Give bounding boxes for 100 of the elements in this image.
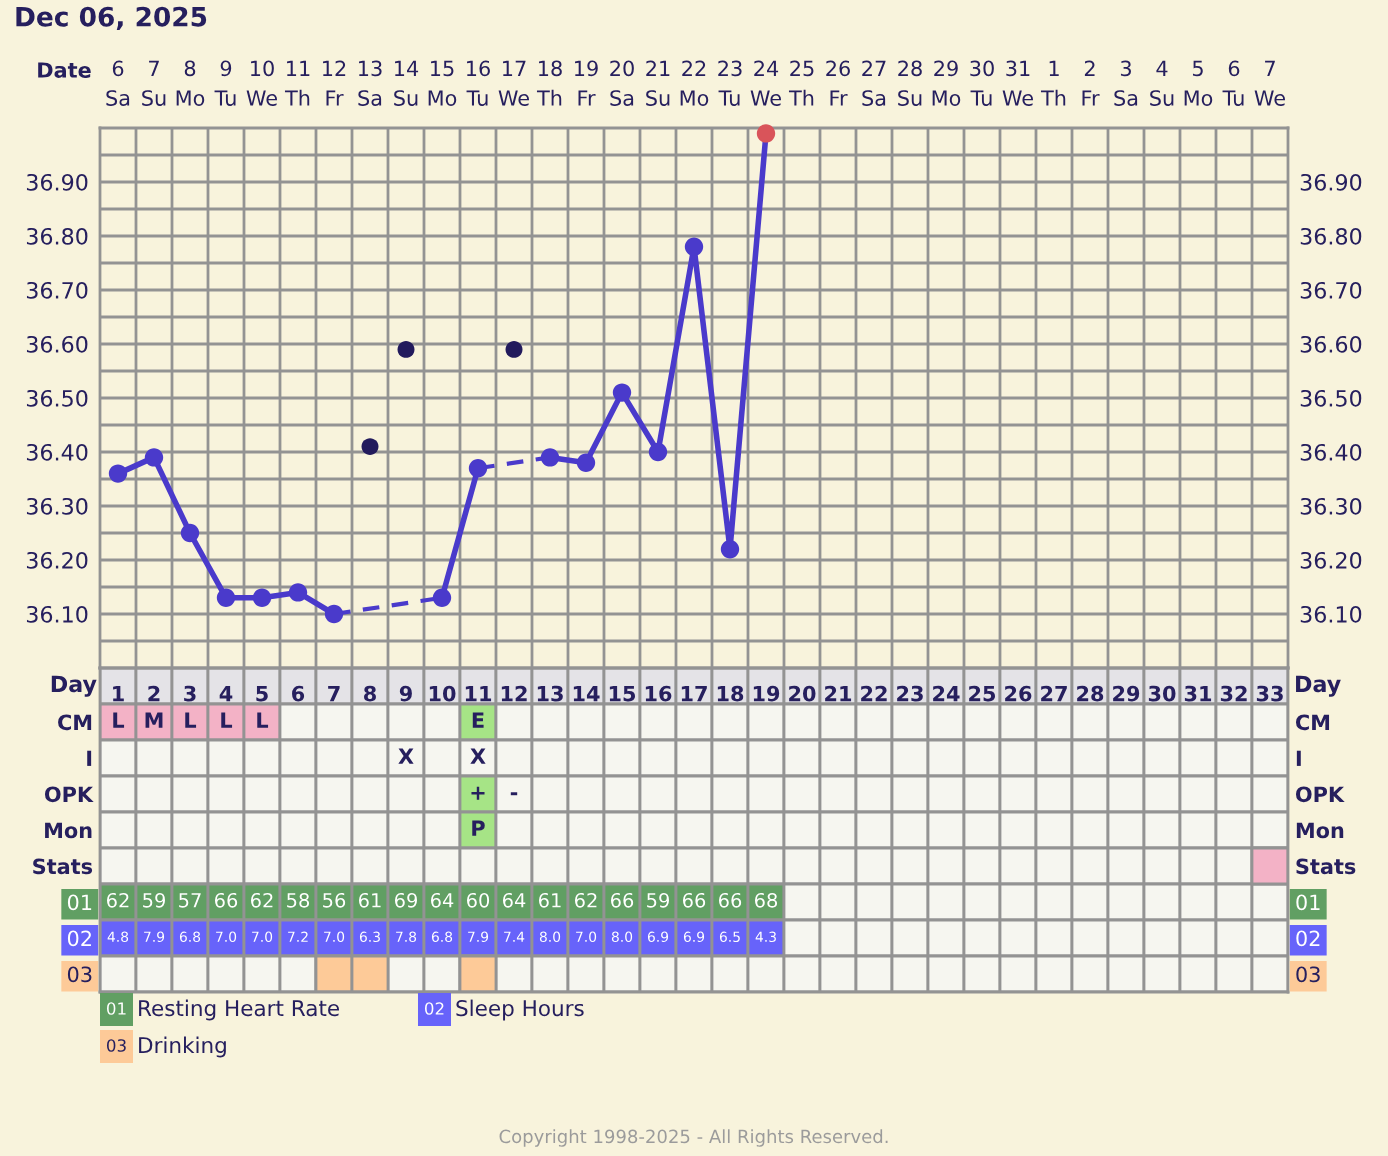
point [180,523,200,543]
y2-tick-label: 36.70 [1300,281,1362,299]
text: 61 [358,892,381,908]
x-tick-label: 6 Tu [1222,60,1244,106]
text: X [470,748,486,764]
x-tick-label: 29 [1113,685,1140,702]
text: 62 [106,892,129,908]
x-tick-label: 21 [825,685,852,702]
x-tick-label: 26 Fr [826,60,850,106]
x-tick-label: 6 [292,685,305,702]
x-tick-label: 7 [328,685,340,702]
y-tick-label: 36.70 [26,281,88,299]
text: 66 [718,892,742,908]
x-tick-label: 15 Mo [428,60,457,106]
x-tick-label: 16 [645,685,672,702]
x-tick-label: 3 [184,685,196,702]
x-tick-label: 19 [753,685,780,702]
text: 6.9 [683,931,705,943]
x-tick-label: 18 Th [536,60,562,106]
point [397,340,415,358]
x-tick-label: 15 [609,685,636,702]
x-tick-label: 7 We [1254,60,1285,106]
text: 7.8 [396,931,417,943]
y-tick-label: I [87,750,92,766]
text: E [472,712,484,728]
text: 66 [610,892,634,908]
text: + [471,786,485,800]
text: 4.8 [107,931,129,943]
text: 7.2 [288,931,308,942]
point [144,448,164,467]
x-tick-label: 30 [1148,685,1176,702]
point [468,459,488,478]
x-tick-label: 8 [364,685,376,702]
x-tick-label: 17 [681,685,707,702]
x-tick-label: 14 [573,685,600,702]
point [252,588,272,607]
x-tick-label: 23 [897,685,923,702]
x-tick-label: 28 [1077,685,1104,702]
y2-tick-label: 36.10 [1300,605,1362,623]
x-axis-title: Date [38,62,91,78]
text: 57 [179,893,201,908]
x-tick-label: 20 Sa [610,60,634,106]
x-tick-label: 31 We [1002,60,1033,106]
point [324,604,344,624]
text: 60 [466,892,490,908]
y-tick-label: 36.80 [26,227,88,245]
x-tick-label: 27 [1041,685,1067,702]
y-tick-label: 36.10 [26,605,88,623]
text: - [510,792,518,796]
x-tick-label: 4 Su [1150,60,1174,106]
text: 6.3 [359,931,380,943]
x-tick-label: 30 Tu [970,60,994,106]
x-tick-label: 19 Fr [575,60,598,106]
y2-tick-label: 36.30 [1300,497,1362,515]
y2-tick-label: 36.20 [1300,551,1362,569]
x-tick-label: 3 Sa [1114,60,1138,106]
text: Sleep Hours [456,999,584,1021]
text: 59 [647,892,669,908]
x-tick-label: 26 [1005,685,1032,702]
text: 7.0 [252,931,273,943]
x-tick-label: 31 [1184,685,1212,702]
text: 7.0 [576,931,597,943]
point [216,588,236,607]
x-tick-label: 22 [861,685,887,702]
x-tick-label: 5 [256,685,268,702]
x-tick-label: 24 We [750,60,781,106]
x-tick-label: 32 [1220,685,1247,702]
text: 8.0 [539,931,561,943]
y2-tick-label: Stats [1296,858,1356,875]
y2-tick-label: 03 [1296,966,1320,983]
x-tick-label: 16 Tu [466,60,490,106]
point [505,340,523,358]
x-tick-label: 20 [789,685,816,702]
text: 62 [574,892,597,908]
text: 7.0 [324,931,345,943]
point [288,583,308,602]
point [576,453,596,472]
x-tick-label: 7 Su [142,60,166,106]
text: 7.9 [144,931,165,943]
x-tick-label: 11 Th [284,60,310,106]
x-tick-label: 2 Fr [1082,60,1100,106]
point [648,442,668,462]
text: 6.5 [719,931,740,943]
y-tick-label: Mon [45,822,92,839]
x-tick-label: 25 Th [788,60,814,106]
y2-tick-label: 36.90 [1300,173,1362,191]
text: 6.8 [179,931,201,943]
point [361,438,379,456]
y2-tick-label: 36.80 [1300,227,1362,245]
text: 68 [754,892,778,908]
category-label: 02 [424,1002,444,1015]
y2-tick-label: 36.40 [1300,443,1362,461]
text: L [257,712,269,728]
x-tick-label: 4 [219,685,233,702]
text: Day [1296,675,1341,697]
x-tick-label: 13 [537,685,563,702]
x-tick-label: 11 [465,685,492,702]
y-tick-label: 36.90 [26,173,88,191]
y2-tick-label: Mon [1296,822,1344,839]
text: 59 [143,892,165,908]
